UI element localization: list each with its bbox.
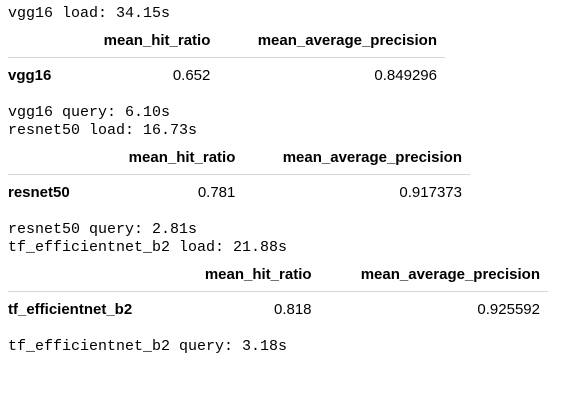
resnet50-results-table: mean_hit_ratio mean_average_precision re… [8, 140, 470, 210]
hit-ratio-header: mean_hit_ratio [76, 23, 219, 58]
table-header-row: mean_hit_ratio mean_average_precision [8, 23, 445, 58]
vgg16-load-line: vgg16 load: 34.15s [8, 5, 171, 22]
index-header [8, 257, 176, 292]
hit-ratio-header: mean_hit_ratio [176, 257, 320, 292]
map-header: mean_average_precision [218, 23, 445, 58]
index-header [8, 140, 101, 175]
map-cell: 0.849296 [374, 67, 437, 84]
hit-ratio-cell: 0.818 [273, 301, 312, 318]
hit-ratio-header: mean_hit_ratio [101, 140, 244, 175]
resnet50-load-line: resnet50 load: 16.73s [8, 122, 198, 139]
hit-ratio-cell: 0.652 [172, 67, 211, 84]
table-header-row: mean_hit_ratio mean_average_precision [8, 140, 470, 175]
table-row: vgg16 0.652 0.849296 [8, 58, 445, 94]
row-index: resnet50 [8, 184, 70, 201]
resnet50-query-line: resnet50 query: 2.81s [8, 221, 198, 238]
effnet-load-line: tf_efficientnet_b2 load: 21.88s [8, 239, 288, 256]
table-row: resnet50 0.781 0.917373 [8, 175, 470, 211]
notebook-output: vgg16 load: 34.15s mean_hit_ratio mean_a… [8, 0, 567, 356]
row-index: tf_efficientnet_b2 [8, 301, 133, 318]
row-index: vgg16 [8, 67, 52, 84]
effnet-results-table: mean_hit_ratio mean_average_precision tf… [8, 257, 548, 327]
hit-ratio-cell: 0.781 [197, 184, 236, 201]
effnet-query-line: tf_efficientnet_b2 query: 3.18s [8, 338, 288, 355]
vgg16-results-table: mean_hit_ratio mean_average_precision vg… [8, 23, 445, 93]
vgg16-query-line: vgg16 query: 6.10s [8, 104, 171, 121]
table-row: tf_efficientnet_b2 0.818 0.925592 [8, 292, 548, 328]
map-cell: 0.917373 [399, 184, 462, 201]
table-header-row: mean_hit_ratio mean_average_precision [8, 257, 548, 292]
index-header [8, 23, 76, 58]
map-header: mean_average_precision [243, 140, 470, 175]
map-header: mean_average_precision [319, 257, 548, 292]
map-cell: 0.925592 [477, 301, 540, 318]
